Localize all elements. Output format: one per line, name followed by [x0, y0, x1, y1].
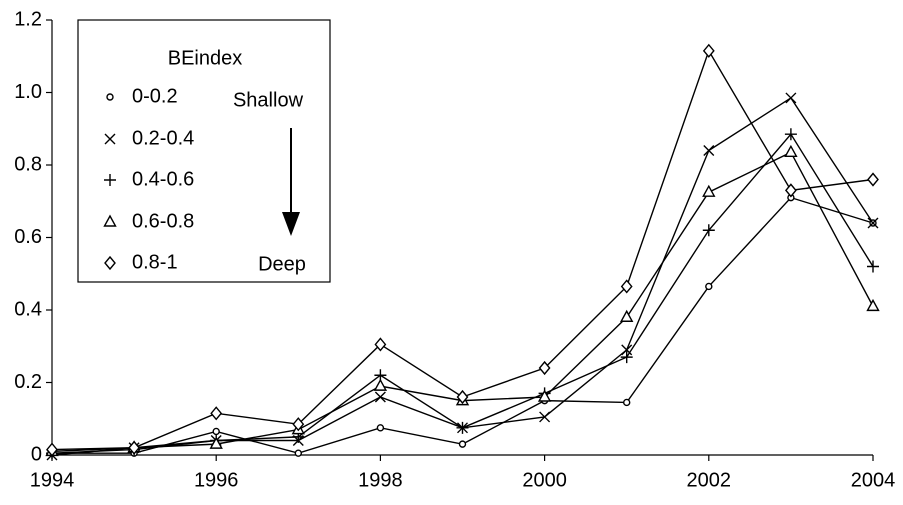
marker: [292, 417, 305, 432]
legend-label: 0.4-0.6: [132, 168, 194, 190]
legend-label: 0-0.2: [132, 85, 178, 107]
marker: [210, 406, 223, 421]
x-tick-label: 1996: [194, 469, 239, 491]
arrow-head: [282, 212, 300, 236]
y-tick-label: 0.8: [14, 153, 42, 175]
marker: [867, 172, 879, 187]
y-tick-label: 0.4: [14, 298, 42, 320]
x-tick-label: 2002: [687, 469, 732, 491]
legend-title: BEindex: [168, 47, 243, 69]
legend-label: 0.2-0.4: [132, 127, 194, 149]
marker: [705, 282, 713, 291]
marker: [538, 360, 551, 376]
legend-marker: [103, 214, 117, 227]
marker: [866, 298, 880, 312]
x-tick-label: 1998: [358, 469, 403, 491]
marker: [702, 43, 715, 58]
marker: [212, 427, 220, 436]
legend-marker: [104, 174, 116, 186]
marker: [128, 440, 141, 455]
marker: [456, 389, 469, 405]
marker: [374, 337, 387, 352]
legend-box: [77, 19, 331, 283]
marker: [620, 309, 634, 322]
marker: [621, 344, 633, 356]
legend-label: 0.6-0.8: [132, 210, 194, 232]
y-tick-label: 0.6: [14, 226, 42, 248]
marker: [702, 224, 715, 237]
y-tick-label: 0.2: [14, 371, 42, 393]
marker: [702, 184, 716, 197]
marker: [784, 144, 798, 158]
marker: [209, 436, 223, 449]
marker: [784, 128, 797, 141]
annotation: Shallow: [233, 89, 304, 111]
marker: [784, 183, 797, 198]
marker: [537, 389, 552, 402]
marker: [785, 92, 797, 104]
marker: [620, 279, 633, 294]
marker: [456, 421, 469, 434]
marker: [867, 217, 879, 229]
marker: [623, 398, 631, 407]
marker: [867, 260, 879, 273]
legend-label: 0.8-1: [132, 251, 178, 273]
marker: [376, 424, 385, 432]
y-tick-label: 1.0: [14, 81, 42, 103]
y-tick-label: 0: [31, 443, 42, 465]
legend-marker: [104, 255, 116, 271]
marker: [458, 440, 467, 448]
marker: [294, 449, 302, 457]
marker: [374, 391, 386, 403]
marker: [46, 442, 58, 457]
annotation: Deep: [258, 253, 306, 275]
marker: [703, 145, 715, 156]
y-tick-label: 1.2: [14, 8, 42, 30]
x-tick-label: 1994: [30, 469, 75, 491]
marker: [539, 411, 551, 423]
x-tick-label: 2004: [851, 469, 896, 491]
marker: [620, 351, 633, 364]
marker: [373, 378, 388, 391]
x-tick-label: 2000: [522, 469, 567, 491]
legend-marker: [106, 93, 114, 101]
legend-marker: [104, 133, 116, 145]
